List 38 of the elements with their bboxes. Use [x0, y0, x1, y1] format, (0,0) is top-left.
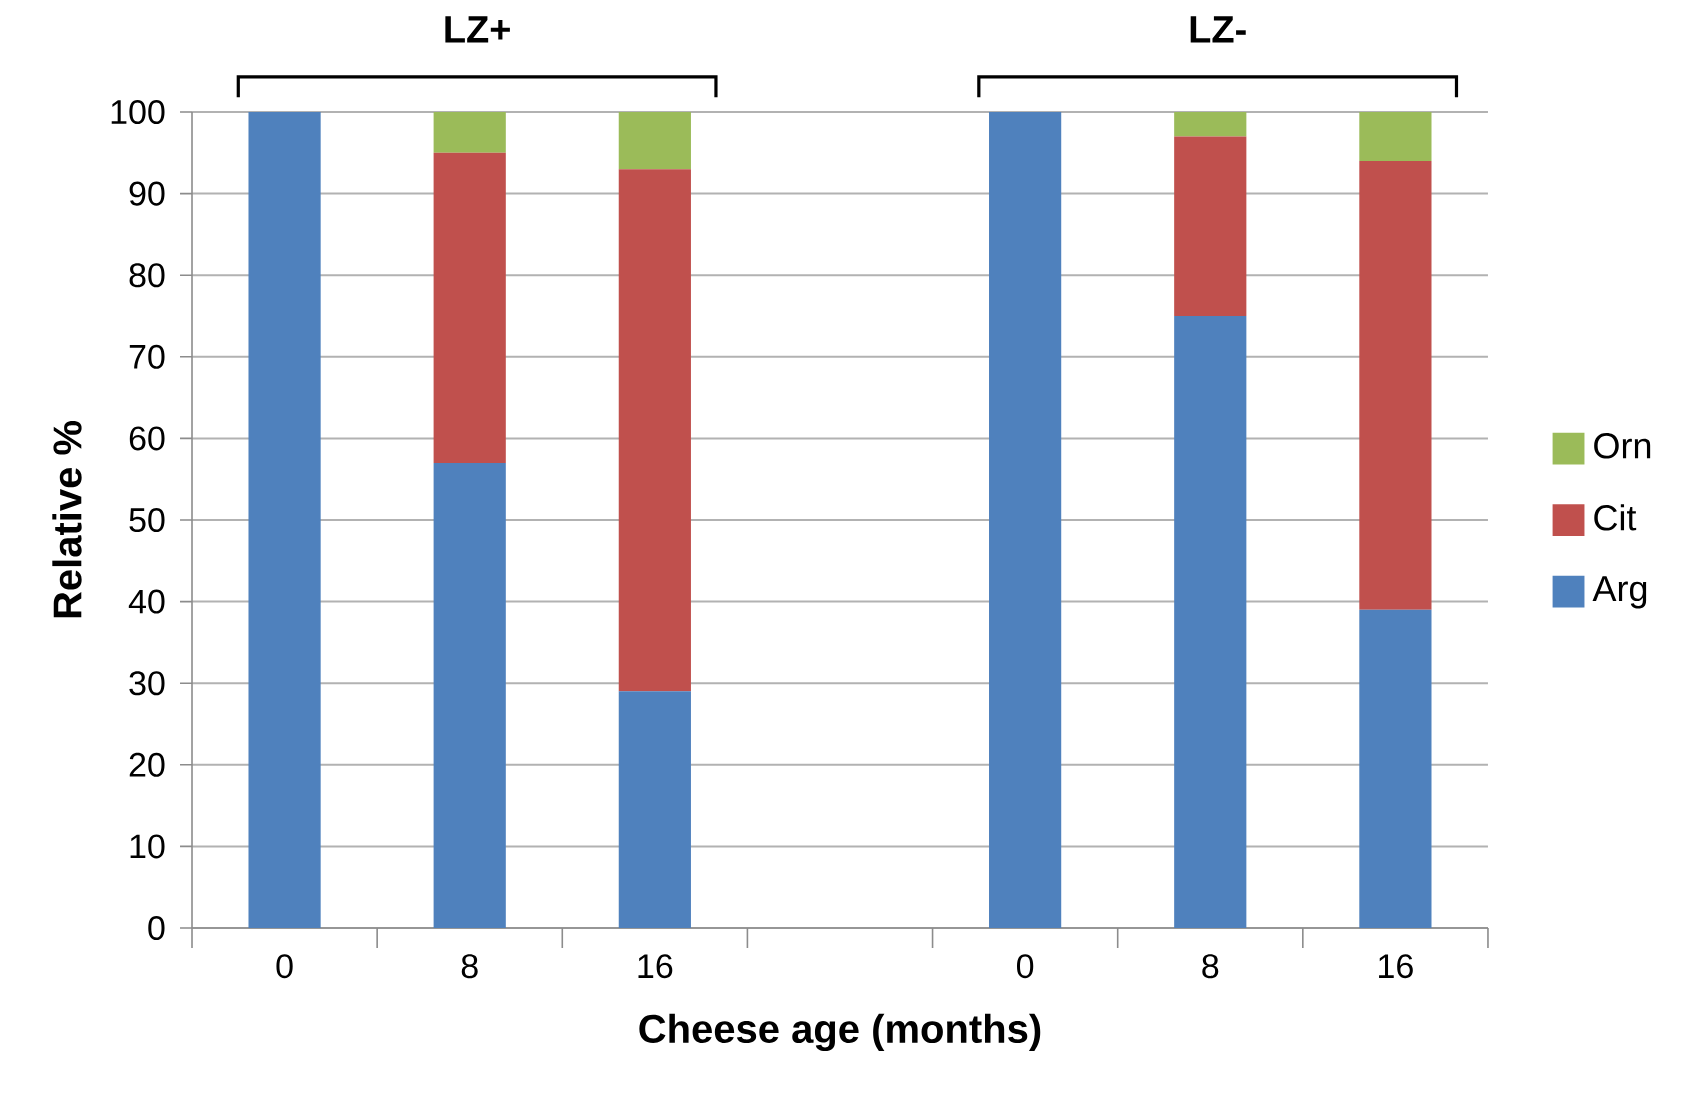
x-tick-label: 8 [1202, 954, 1219, 979]
x-tick-label: 16 [638, 954, 673, 979]
y-tick-label: 20 [129, 752, 165, 777]
y-tick-label: 70 [129, 344, 165, 369]
bar [618, 112, 691, 170]
bar [989, 112, 1062, 928]
bar [618, 691, 691, 928]
bar [1359, 609, 1432, 928]
x-axis-title: Cheese age (months) [639, 1013, 1041, 1052]
y-tick-label: 10 [130, 834, 165, 859]
bar [248, 112, 321, 928]
y-tick-label: 50 [129, 508, 165, 533]
bar [433, 112, 506, 153]
y-tick-label: 60 [129, 426, 165, 451]
bar [1174, 112, 1247, 137]
y-tick-label: 90 [129, 181, 165, 206]
legend-label: Arg [1592, 576, 1647, 609]
bar [433, 152, 506, 463]
bar [1174, 136, 1247, 316]
y-tick-label: 100 [111, 100, 165, 125]
bar [1359, 112, 1432, 161]
legend-label: Orn [1594, 432, 1651, 459]
y-tick-label: 80 [129, 263, 165, 288]
x-tick-label: 8 [461, 954, 478, 979]
bar [433, 462, 506, 928]
x-tick-label: 0 [1016, 954, 1034, 979]
text: LZ- [1190, 16, 1246, 43]
bar [618, 169, 691, 692]
x-tick-label: 0 [276, 954, 293, 979]
y-tick-label: 30 [129, 671, 165, 696]
x-tick-label: 16 [1379, 954, 1413, 979]
bar [1174, 316, 1247, 928]
legend-label: Cit [1594, 504, 1637, 531]
y-axis-title: Relative % [52, 421, 82, 618]
y-tick-label: 40 [128, 589, 165, 614]
text: LZ+ [445, 16, 510, 43]
y-tick-label: 0 [148, 915, 165, 941]
bar [1359, 160, 1432, 610]
